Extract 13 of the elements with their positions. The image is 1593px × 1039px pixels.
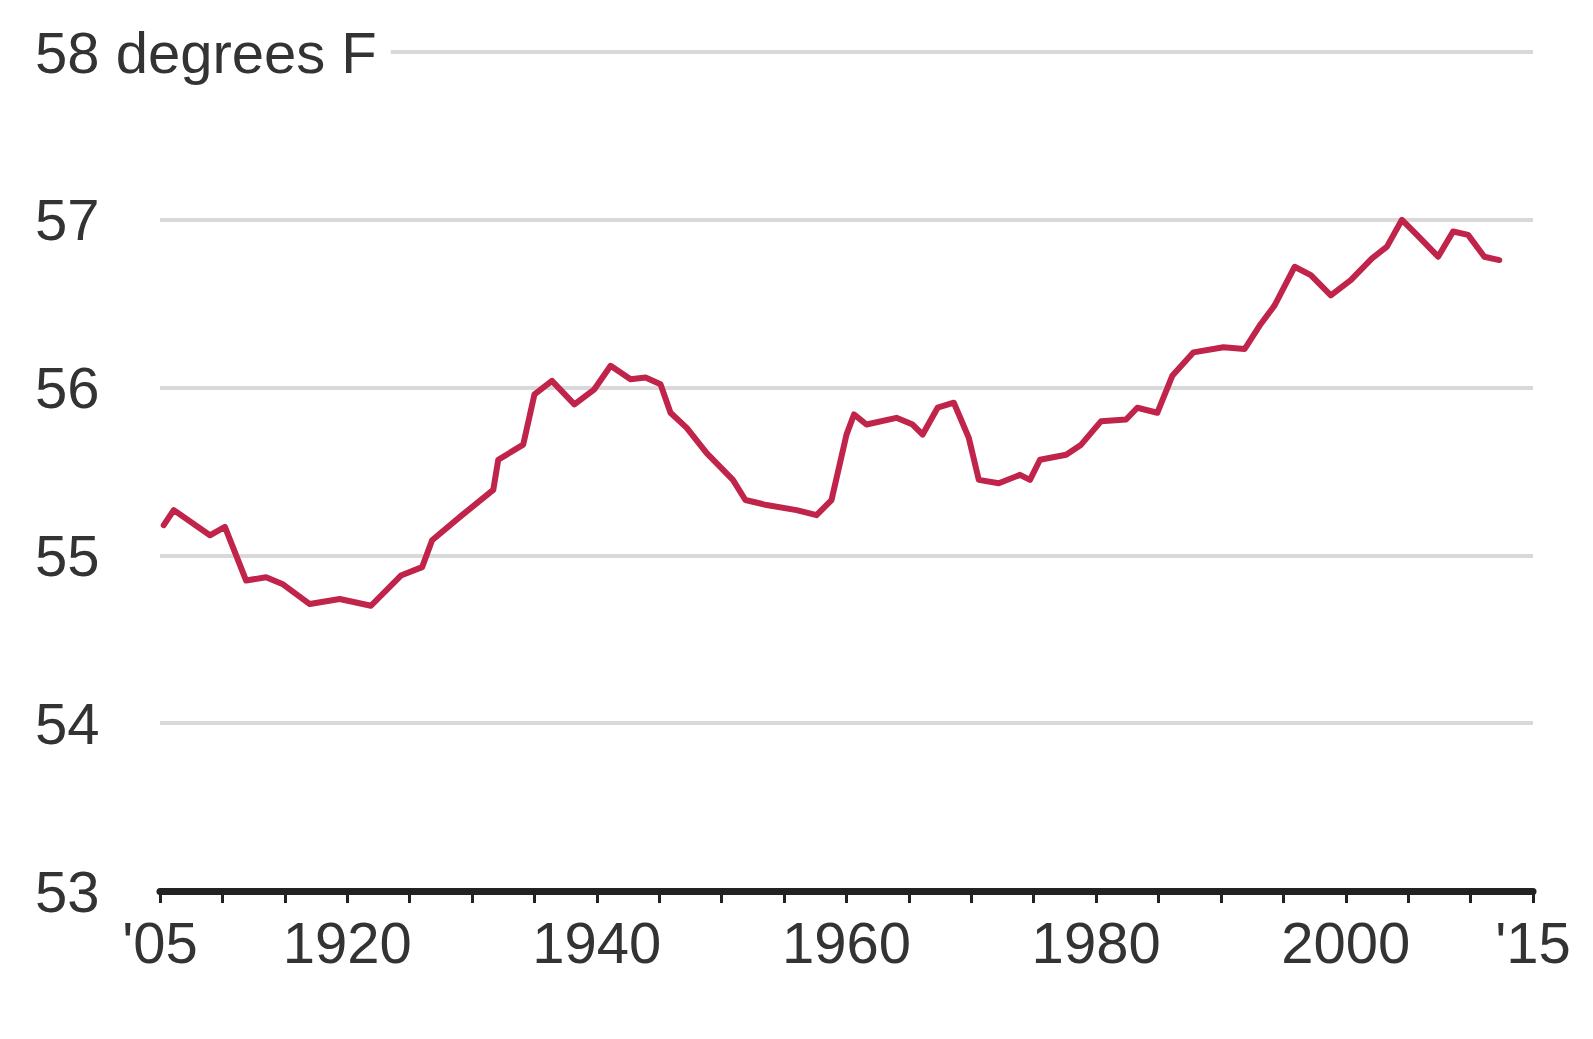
y-tick-label: 58 degrees F	[35, 19, 377, 85]
y-tick-label: 53	[35, 858, 100, 924]
x-tick-label: '15	[1495, 909, 1571, 975]
x-tick-label: '05	[122, 909, 198, 975]
y-tick-label: 56	[35, 355, 100, 421]
x-tick-label: 2000	[1281, 909, 1411, 975]
y-tick-label: 55	[35, 522, 100, 588]
x-tick-label: 1980	[1031, 909, 1161, 975]
x-tick-label: 1940	[532, 909, 662, 975]
y-tick-label: 54	[35, 690, 100, 756]
x-tick-label: 1920	[282, 909, 412, 975]
y-tick-label: 57	[35, 187, 100, 253]
x-tick-label: 1960	[781, 909, 912, 975]
